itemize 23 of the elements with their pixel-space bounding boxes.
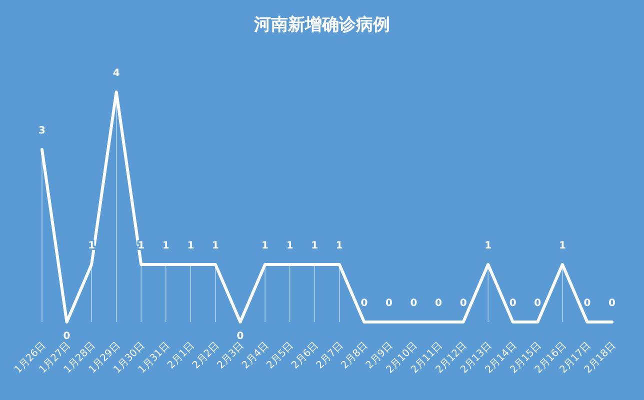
data-label: 0 — [608, 298, 616, 309]
data-label: 0 — [236, 331, 244, 342]
data-label: 1 — [558, 240, 566, 252]
data-label: 1 — [311, 240, 318, 252]
data-label: 1 — [484, 240, 492, 252]
data-label: 0 — [509, 298, 516, 309]
data-label: 0 — [435, 298, 442, 309]
data-label: 1 — [286, 240, 294, 252]
data-label: 1 — [187, 240, 194, 252]
chart-title: 河南新增确诊病例 — [253, 15, 390, 35]
data-label: 4 — [112, 68, 120, 79]
data-label: 1 — [336, 240, 343, 252]
data-label: 0 — [360, 298, 368, 309]
data-label: 0 — [385, 298, 392, 309]
data-label: 0 — [460, 298, 467, 309]
data-label: 0 — [410, 298, 418, 309]
data-label: 1 — [162, 240, 170, 252]
data-label: 1 — [212, 240, 219, 252]
data-label: 0 — [534, 298, 542, 309]
data-label: 3 — [38, 126, 46, 136]
data-label: 1 — [262, 240, 269, 252]
data-label: 0 — [63, 331, 70, 342]
data-label: 0 — [584, 298, 591, 309]
